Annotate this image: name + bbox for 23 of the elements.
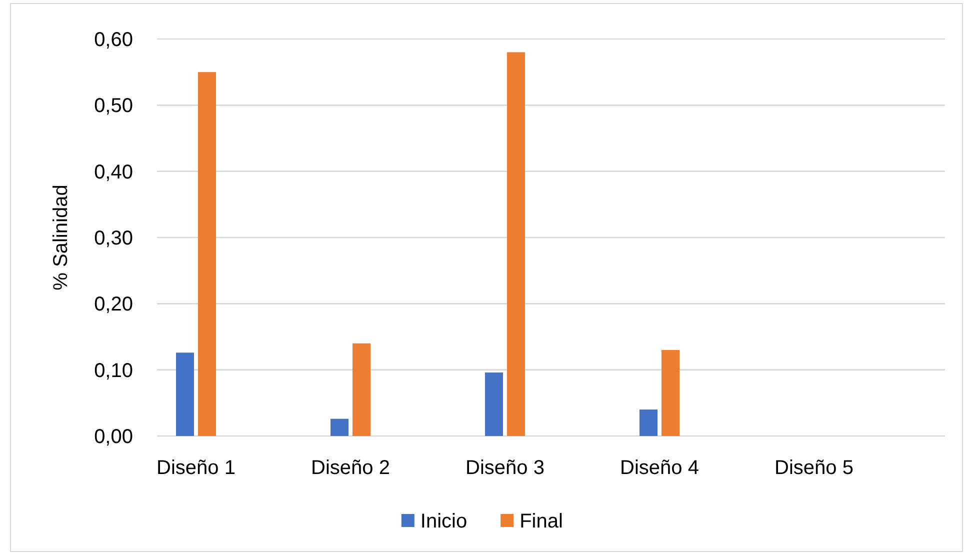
x-tick-label: Diseño 4 [620,457,699,479]
x-tick-label: Diseño 5 [774,457,854,479]
bar [176,352,194,436]
bar [352,343,370,436]
bar [662,350,680,436]
y-tick-label: 0,60 [94,29,133,51]
x-tick-label: Diseño 1 [156,457,236,479]
y-tick-label: 0,30 [94,228,133,250]
bar [640,410,658,436]
bar [330,418,348,436]
bar [198,72,216,436]
x-tick-label: Diseño 3 [466,457,544,479]
y-axis-title: % Salinidad [50,184,72,290]
y-tick-label: 0,50 [94,95,133,118]
bar [507,52,525,436]
y-tick-label: 0,10 [94,360,133,382]
bar [485,372,503,436]
x-tick-label: Diseño 2 [311,457,390,479]
legend-label: Inicio [420,510,468,532]
y-tick-label: 0,40 [94,161,133,184]
y-tick-label: 0,20 [94,294,133,316]
y-tick-label: 0,00 [94,426,133,448]
legend-label: Final [520,510,563,532]
